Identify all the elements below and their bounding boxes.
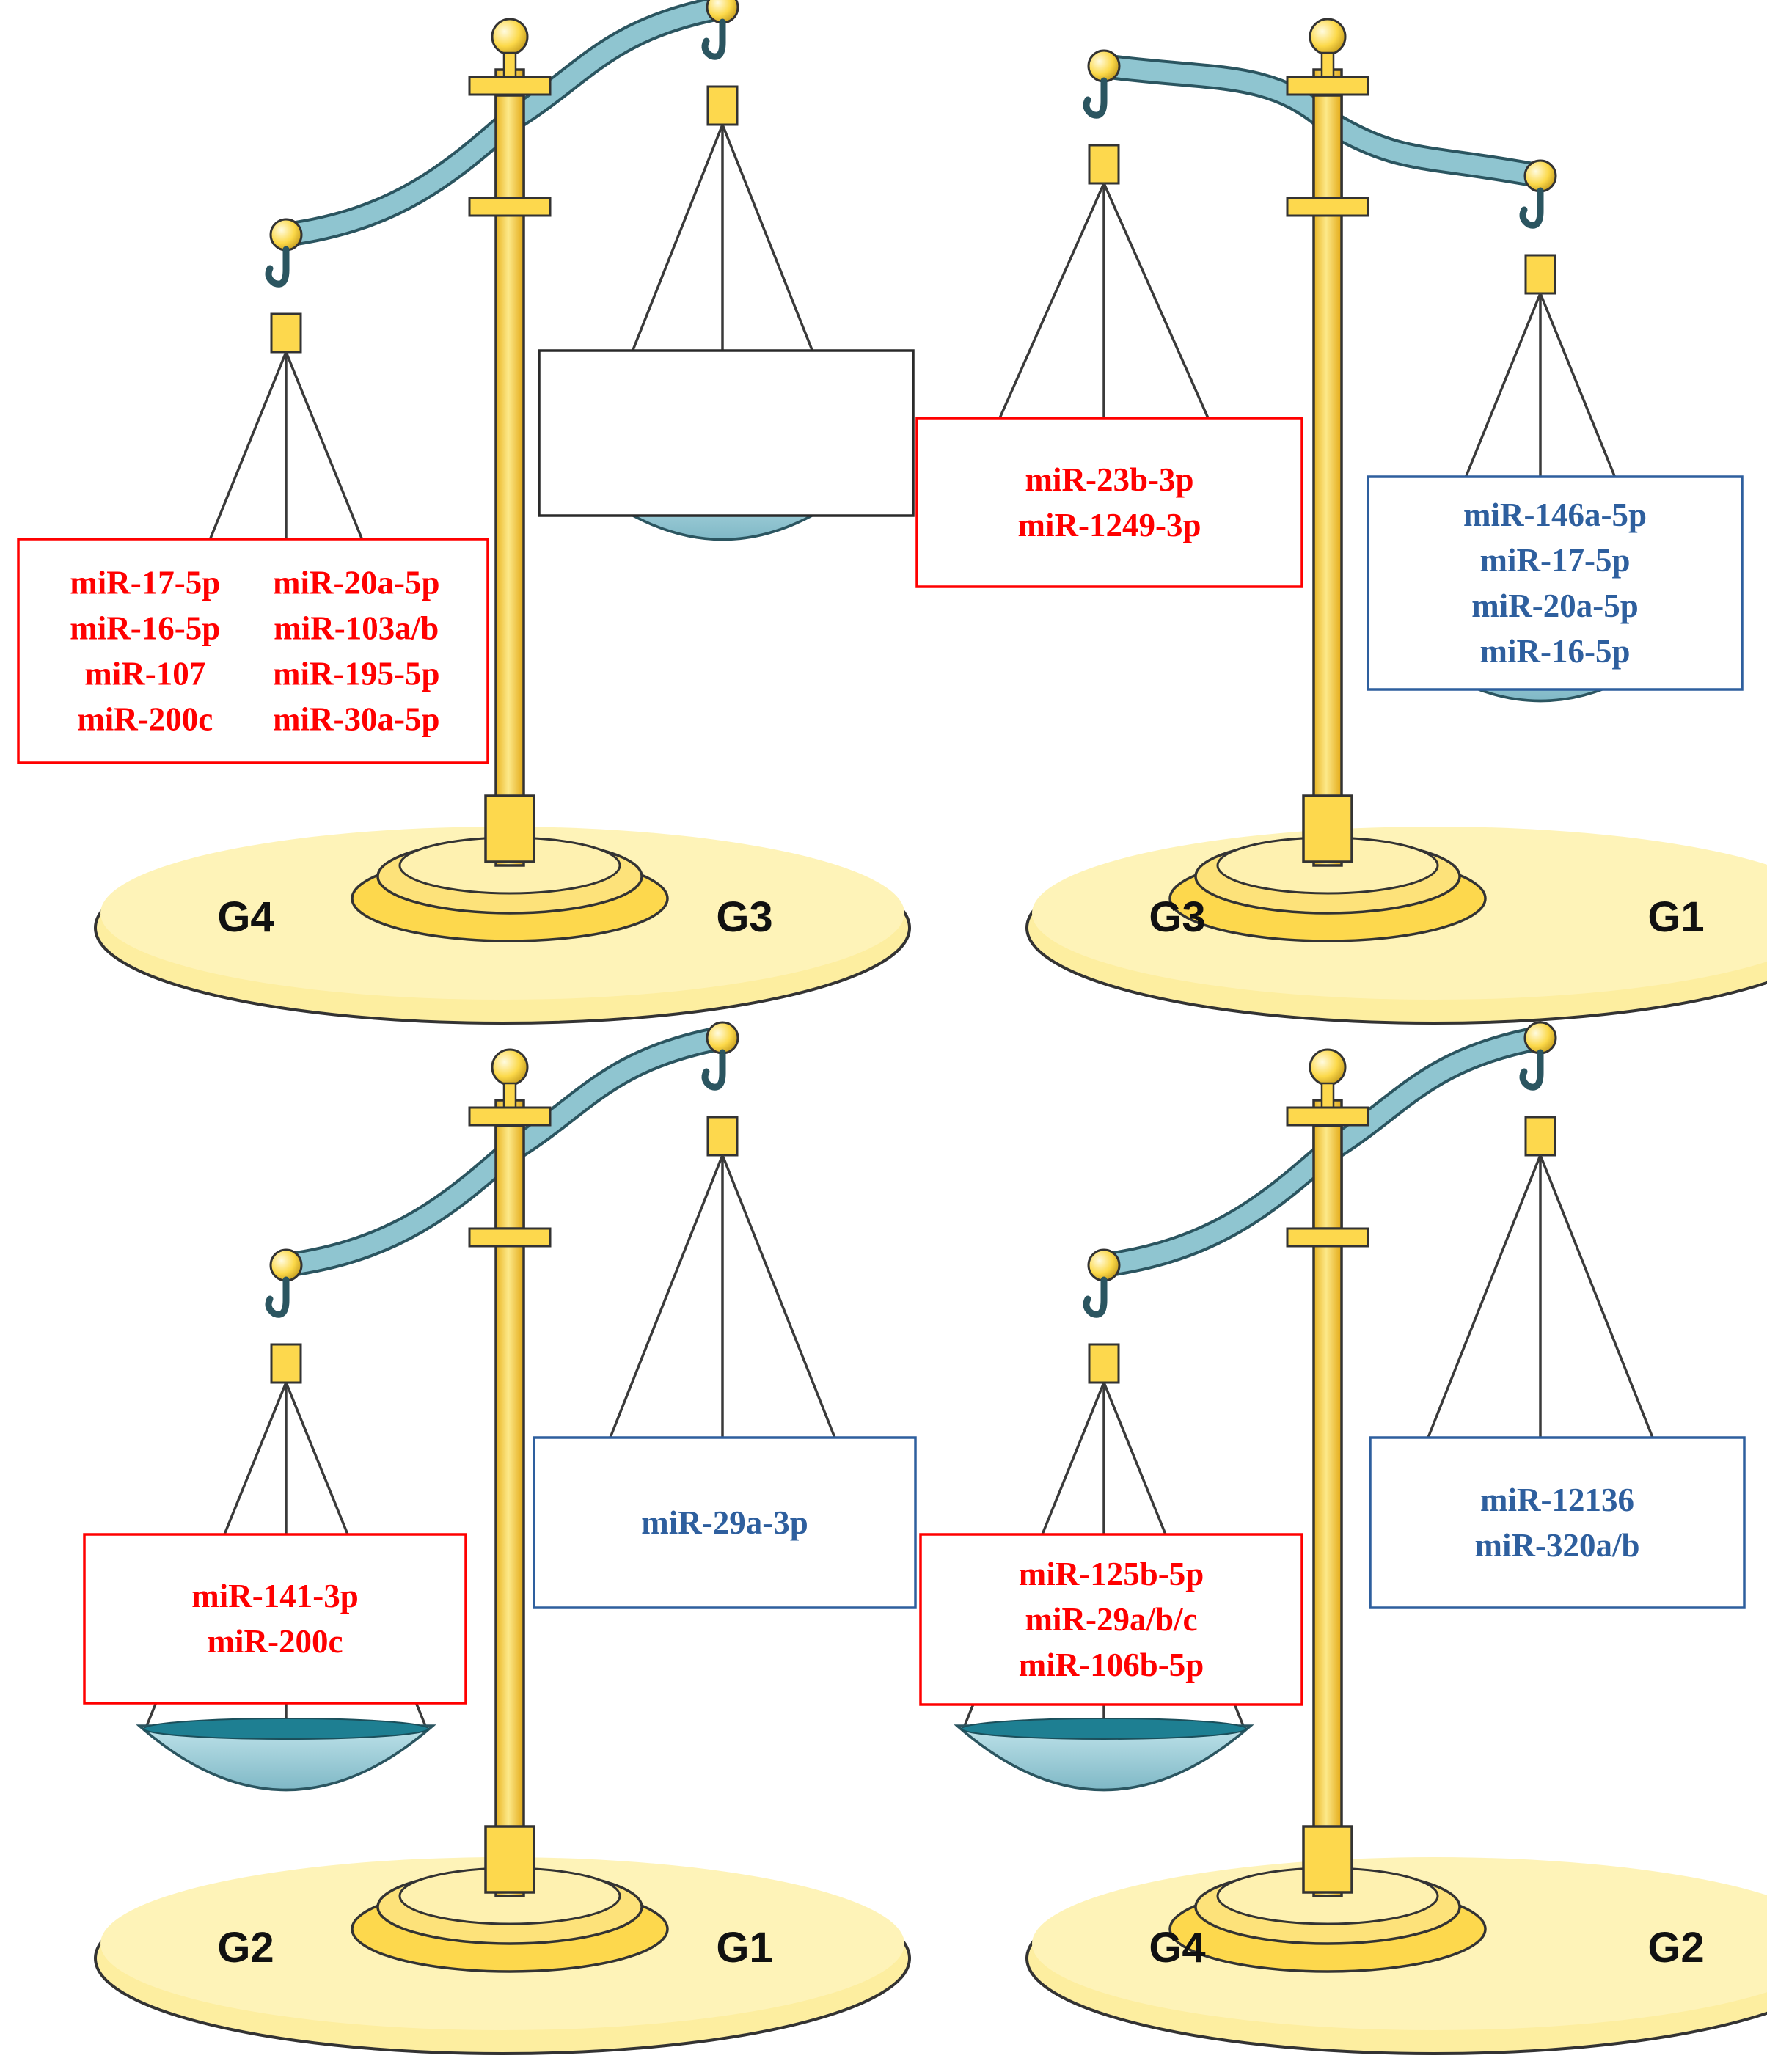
mirna-label: miR-106b-5p bbox=[1019, 1647, 1204, 1683]
right-hook bbox=[701, 18, 726, 60]
left-hanger bbox=[1088, 1343, 1120, 1384]
left-hanger bbox=[270, 312, 302, 354]
right-hanger bbox=[1524, 254, 1556, 295]
mirna-box-left: miR-125b-5p miR-29a/b/c miR-106b-5p bbox=[919, 1533, 1303, 1706]
mirna-label: miR-195-5p bbox=[273, 656, 439, 692]
group-label-left: G2 bbox=[217, 1924, 274, 1972]
group-label-left: G4 bbox=[217, 893, 274, 941]
right-hook bbox=[1519, 187, 1544, 229]
pole-finial bbox=[491, 1048, 529, 1086]
right-hook bbox=[701, 1049, 726, 1091]
mirna-label: miR-30a-5p bbox=[273, 701, 439, 738]
left-beam-knob bbox=[1087, 49, 1121, 83]
group-label-left: G4 bbox=[1149, 1924, 1205, 1972]
left-pan bbox=[954, 1724, 1254, 1792]
scale-g4-vs-g2: G4 G2miR-125b-5pmiR-29a/b/cmiR-106b-5pmiR… bbox=[919, 1021, 1767, 2055]
left-pan-rim bbox=[143, 1718, 429, 1740]
left-beam-knob bbox=[269, 218, 303, 252]
right-beam-knob bbox=[706, 1021, 739, 1055]
mirna-label: miR-12136 bbox=[1480, 1482, 1634, 1518]
pole-finial bbox=[491, 18, 529, 56]
mirna-label: miR-17-5p bbox=[1480, 542, 1631, 579]
mirna-label: miR-16-5p bbox=[1480, 633, 1631, 670]
scale-g2-vs-g1: G2 G1 miR-141-3p miR-200c miR-29a-3p bbox=[83, 1021, 917, 2055]
mirna-box-right: miR-29a-3p bbox=[533, 1436, 917, 1609]
left-beam-knob bbox=[1087, 1248, 1121, 1282]
mirna-label: miR-1249-3p bbox=[1018, 507, 1201, 543]
left-hook bbox=[1083, 77, 1108, 119]
right-hanger bbox=[1524, 1116, 1556, 1157]
mirna-label: miR-320a/b bbox=[1475, 1527, 1640, 1564]
left-pan-rim bbox=[961, 1718, 1247, 1740]
pole-finial bbox=[1309, 18, 1347, 56]
right-beam-knob bbox=[1523, 1021, 1557, 1055]
mirna-label: miR-103a/b bbox=[274, 610, 439, 647]
scale-g4-vs-g3: G4 G3miR-17-5pmiR-16-5pmiR-107miR-200cmiR… bbox=[17, 0, 915, 1025]
pole-socket bbox=[484, 1825, 535, 1894]
mirna-box-left: miR-141-3p miR-200c bbox=[83, 1533, 467, 1705]
mirna-label: miR-146a-5p bbox=[1463, 497, 1647, 533]
mirna-box-right bbox=[538, 349, 915, 517]
mirna-box-left: miR-17-5p miR-16-5p miR-107 miR-200c miR-20a… bbox=[17, 538, 489, 764]
mirna-label: miR-20a-5p bbox=[1471, 587, 1638, 624]
group-label-left: G3 bbox=[1149, 893, 1205, 941]
left-hook bbox=[1083, 1276, 1108, 1318]
mirna-label: miR-23b-3p bbox=[1025, 461, 1193, 498]
mirna-box-left: miR-23b-3p miR-1249-3p bbox=[915, 417, 1303, 588]
mirna-box-right: miR-12136 miR-320a/b bbox=[1369, 1436, 1746, 1609]
left-hanger bbox=[1088, 144, 1120, 185]
mirna-label: miR-20a-5p bbox=[273, 565, 439, 601]
mirna-box-right: miR-146a-5p miR-17-5p miR-20a-5p miR-16-5p bbox=[1367, 475, 1744, 691]
mirna-label: miR-200c bbox=[77, 701, 213, 738]
pole-finial bbox=[1309, 1048, 1347, 1086]
left-pan bbox=[136, 1724, 436, 1792]
mirna-label: miR-200c bbox=[208, 1623, 343, 1660]
group-label-right: G3 bbox=[716, 893, 772, 941]
left-hook bbox=[265, 1276, 290, 1318]
mirna-label: miR-107 bbox=[84, 656, 205, 692]
group-label-right: G1 bbox=[716, 1924, 772, 1972]
right-hanger bbox=[706, 1116, 739, 1157]
right-beam-knob bbox=[1523, 159, 1557, 193]
left-hanger bbox=[270, 1343, 302, 1384]
group-label-right: G1 bbox=[1647, 893, 1704, 941]
mirna-label: miR-125b-5p bbox=[1019, 1556, 1204, 1592]
pole-socket bbox=[484, 794, 535, 863]
group-label-right: G2 bbox=[1647, 1924, 1704, 1972]
pole-socket bbox=[1302, 1825, 1353, 1894]
left-hook bbox=[265, 246, 290, 288]
right-hook bbox=[1519, 1049, 1544, 1091]
mirna-label: miR-16-5p bbox=[70, 610, 220, 647]
pole-socket bbox=[1302, 794, 1353, 863]
mirna-label: miR-141-3p bbox=[191, 1578, 358, 1614]
right-hanger bbox=[706, 85, 739, 126]
left-beam-knob bbox=[269, 1248, 303, 1282]
mirna-label: miR-29a/b/c bbox=[1025, 1601, 1198, 1638]
mirna-label: miR-17-5p bbox=[70, 565, 220, 601]
mirna-label: miR-29a-3p bbox=[641, 1504, 808, 1541]
